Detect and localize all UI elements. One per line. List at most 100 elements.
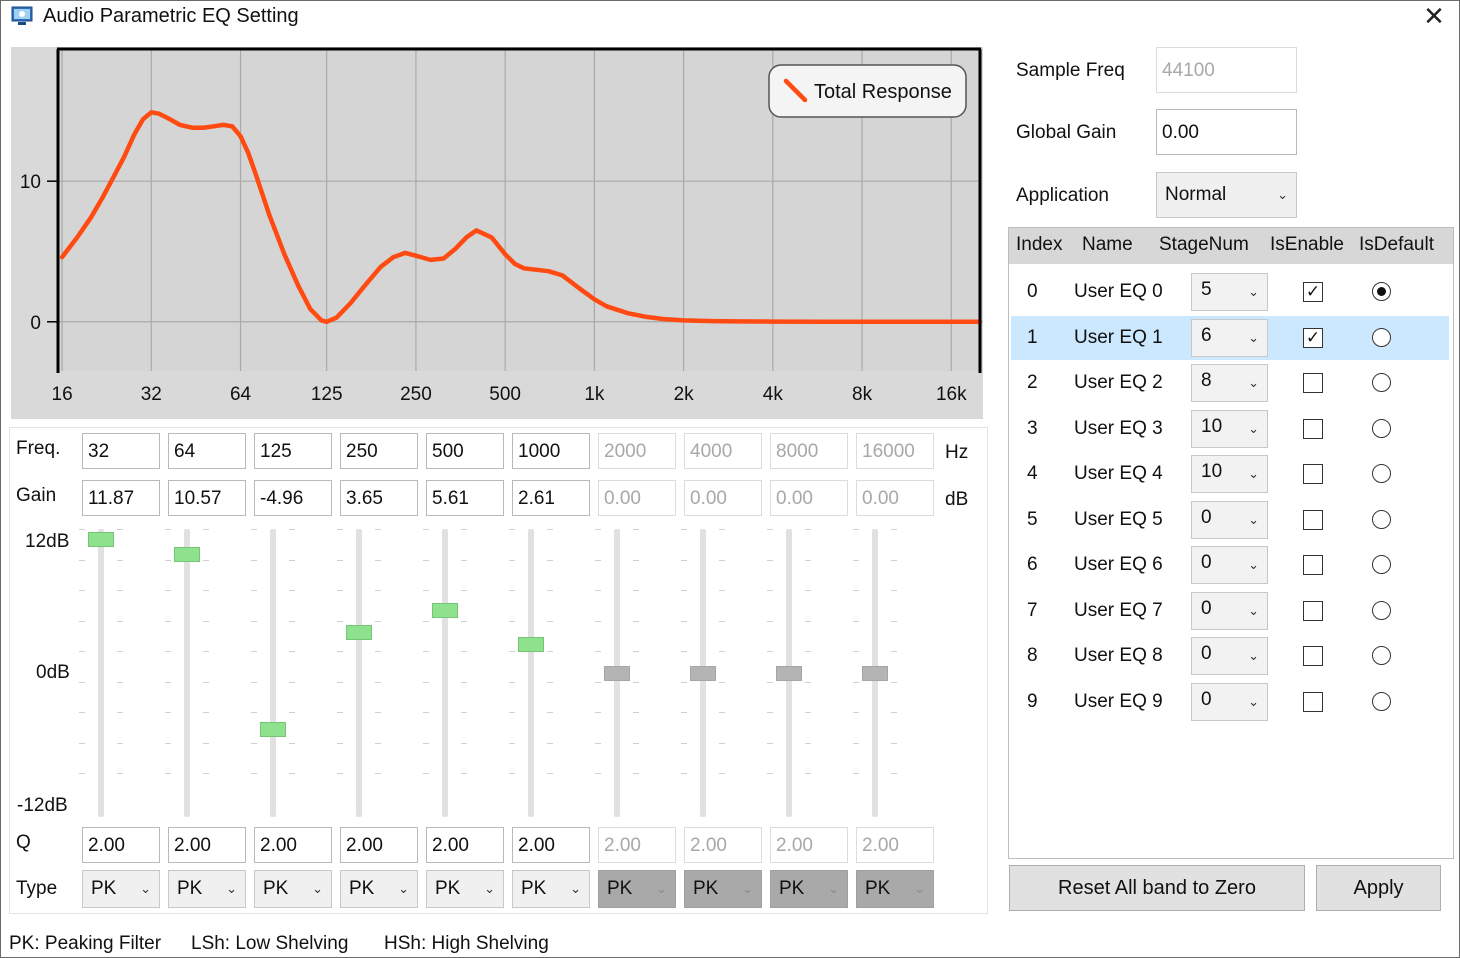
stagenum-select[interactable]: 0 ⌄ (1191, 500, 1268, 539)
q-input[interactable]: 2.00 (254, 827, 332, 863)
gain-input[interactable]: 3.65 (340, 480, 418, 516)
radio-unselected[interactable] (1372, 373, 1391, 392)
table-row[interactable]: 6 User EQ 6 0 ⌄ (1011, 543, 1449, 587)
q-input[interactable]: 2.00 (426, 827, 504, 863)
slider-tick (719, 559, 725, 561)
type-select[interactable]: PK ⌄ (340, 870, 418, 908)
radio-unselected[interactable] (1372, 464, 1391, 483)
freq-input: 4000 (684, 433, 762, 469)
radio-unselected[interactable] (1372, 691, 1391, 711)
reset-all-button[interactable]: Reset All band to Zero (1009, 865, 1305, 911)
radio-unselected[interactable] (1372, 646, 1391, 665)
stagenum-select[interactable]: 5 ⌄ (1191, 273, 1268, 311)
checkbox-unchecked[interactable] (1303, 418, 1323, 439)
checkbox-unchecked[interactable] (1303, 555, 1323, 575)
checkbox-unchecked[interactable] (1303, 646, 1323, 666)
table-row[interactable]: 7 User EQ 7 0 ⌄ (1011, 589, 1449, 633)
checkbox-checked[interactable]: ✓ (1303, 282, 1323, 302)
type-select[interactable]: PK ⌄ (426, 870, 504, 908)
table-row[interactable]: 4 User EQ 4 10 ⌄ (1011, 452, 1449, 496)
gain-slider-thumb[interactable] (432, 602, 458, 618)
slider-tick (165, 559, 171, 561)
gain-slider-thumb (604, 666, 630, 681)
gain-slider-thumb[interactable] (88, 532, 114, 548)
apply-button[interactable]: Apply (1316, 865, 1441, 911)
freq-input[interactable]: 32 (82, 433, 160, 469)
checkbox-unchecked[interactable] (1303, 509, 1323, 530)
legend-swatch (783, 78, 808, 103)
gain-input[interactable]: 2.61 (512, 480, 590, 516)
slider-tick (509, 620, 515, 622)
type-select[interactable]: PK ⌄ (512, 870, 590, 908)
stagenum-select[interactable]: 6 ⌄ (1191, 318, 1268, 357)
radio-selected[interactable] (1372, 282, 1391, 301)
checkbox-unchecked[interactable] (1303, 373, 1323, 393)
gain-input[interactable]: 10.57 (168, 480, 246, 516)
checkbox-checked[interactable]: ✓ (1303, 327, 1323, 348)
gain-input[interactable]: -4.96 (254, 480, 332, 516)
stagenum-value: 8 (1201, 370, 1212, 391)
row-name: User EQ 7 (1074, 599, 1163, 621)
gain-slider-thumb[interactable] (260, 721, 286, 737)
slider-tick (289, 590, 295, 591)
freq-input[interactable]: 250 (340, 433, 418, 469)
type-select[interactable]: PK ⌄ (168, 870, 246, 908)
slider-tick (547, 742, 553, 744)
stagenum-select[interactable]: 10 ⌄ (1191, 455, 1268, 493)
freq-input[interactable]: 1000 (512, 433, 590, 469)
radio-unselected[interactable] (1372, 418, 1391, 438)
table-row[interactable]: 8 User EQ 8 0 ⌄ (1011, 634, 1449, 678)
gain-slider-track[interactable] (270, 529, 276, 817)
type-select[interactable]: PK ⌄ (254, 870, 332, 908)
checkbox-unchecked[interactable] (1303, 691, 1323, 712)
radio-unselected[interactable] (1372, 327, 1391, 347)
gain-slider-thumb[interactable] (174, 547, 200, 563)
q-input[interactable]: 2.00 (82, 827, 160, 863)
slider-tick (547, 559, 553, 561)
gain-slider-track[interactable] (528, 529, 534, 817)
table-row[interactable]: 3 User EQ 3 10 ⌄ (1011, 407, 1449, 451)
slider-tick (681, 590, 687, 591)
table-row[interactable]: 2 User EQ 2 8 ⌄ (1011, 361, 1449, 405)
q-input[interactable]: 2.00 (340, 827, 418, 863)
freq-input: 16000 (856, 433, 934, 469)
application-select[interactable]: Normal ⌄ (1156, 172, 1297, 218)
radio-unselected[interactable] (1372, 555, 1391, 574)
stagenum-select[interactable]: 10 ⌄ (1191, 409, 1268, 448)
slider-tick (891, 681, 897, 683)
table-row[interactable]: 5 User EQ 5 0 ⌄ (1011, 498, 1449, 542)
radio-unselected[interactable] (1372, 600, 1391, 620)
slider-tick (767, 773, 773, 774)
stagenum-select[interactable]: 0 ⌄ (1191, 637, 1268, 675)
freq-input[interactable]: 64 (168, 433, 246, 469)
q-input[interactable]: 2.00 (512, 827, 590, 863)
radio-unselected[interactable] (1372, 509, 1391, 529)
stagenum-select[interactable]: 0 ⌄ (1191, 591, 1268, 630)
freq-input[interactable]: 125 (254, 433, 332, 469)
gain-slider-thumb[interactable] (346, 624, 372, 640)
table-row[interactable]: 1 User EQ 1 6 ⌄ ✓ (1011, 315, 1449, 360)
checkbox-unchecked[interactable] (1303, 600, 1323, 621)
gain-slider-track[interactable] (98, 529, 104, 817)
gain-slider-track[interactable] (356, 529, 362, 817)
gain-slider-track[interactable] (184, 529, 190, 817)
gain-slider-thumb[interactable] (518, 636, 544, 652)
table-row[interactable]: 0 User EQ 0 5 ⌄ ✓ (1011, 270, 1449, 314)
freq-input[interactable]: 500 (426, 433, 504, 469)
slider-tick (767, 529, 773, 530)
stagenum-select[interactable]: 0 ⌄ (1191, 546, 1268, 584)
row-index: 3 (1027, 417, 1038, 439)
q-input[interactable]: 2.00 (168, 827, 246, 863)
gain-input[interactable]: 11.87 (82, 480, 160, 516)
stagenum-select[interactable]: 0 ⌄ (1191, 682, 1268, 721)
type-select[interactable]: PK ⌄ (82, 870, 160, 908)
gain-input[interactable]: 5.61 (426, 480, 504, 516)
close-icon[interactable]: ✕ (1423, 1, 1445, 31)
table-row[interactable]: 9 User EQ 9 0 ⌄ (1011, 680, 1449, 724)
slider-tick (375, 773, 381, 774)
checkbox-unchecked[interactable] (1303, 464, 1323, 484)
stagenum-select[interactable]: 8 ⌄ (1191, 364, 1268, 402)
slider-tick (337, 773, 343, 774)
global-gain-input[interactable]: 0.00 (1156, 109, 1297, 155)
gain-slider-track[interactable] (442, 529, 448, 817)
